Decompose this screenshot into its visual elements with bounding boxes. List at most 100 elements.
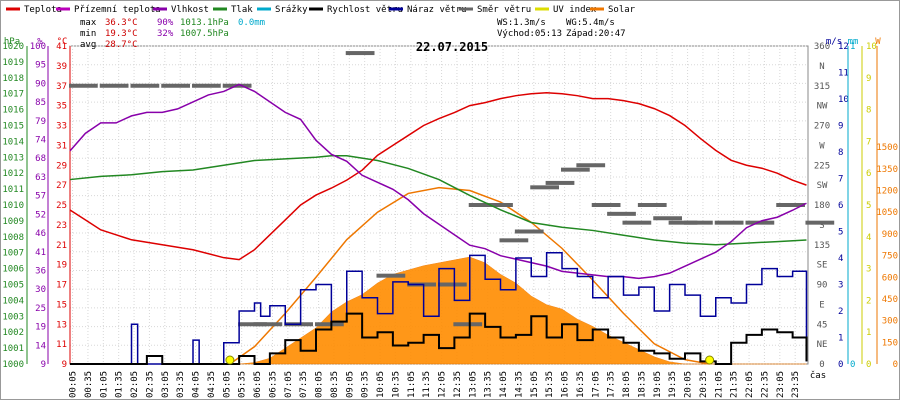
- wind-dir-mark: [315, 322, 344, 327]
- axis-ms-tick: 10: [838, 95, 849, 105]
- axis-pct-tick: 41: [35, 248, 46, 258]
- axis-dir-tick: 45: [817, 320, 828, 330]
- axis-ms-tick: 7: [838, 175, 843, 185]
- x-tick-label: 07:05: [284, 371, 294, 398]
- stat-max-hum: 90%: [157, 18, 174, 28]
- axis-hpa-tick: 1009: [2, 217, 24, 227]
- axis-uv-tick: 6: [866, 169, 871, 179]
- axis-temp-tick: 15: [56, 300, 67, 310]
- axis-temp-tick: 37: [56, 82, 67, 92]
- x-tick-label: 01:05: [99, 371, 109, 398]
- x-tick-label: 00:35: [84, 371, 94, 398]
- axis-pct-tick: 36: [35, 266, 46, 276]
- axis-mm-tick: 0: [850, 360, 855, 370]
- wind-dir-mark: [514, 229, 544, 234]
- legend-label-press: Tlak: [231, 5, 253, 15]
- stat-max-label: max: [80, 18, 97, 28]
- stat-max-rain: 0.0mm: [238, 18, 265, 28]
- stat-wg: WG:5.4m/s: [566, 18, 615, 28]
- legend-label-feels: Přízemní teplota: [74, 5, 161, 15]
- x-tick-label: 04:35: [207, 371, 217, 398]
- axis-uv-tick: 7: [866, 137, 871, 147]
- uv-marker: [705, 355, 715, 365]
- stat-max-temp: 36.3°C: [105, 18, 138, 28]
- axis-hpa-tick: 1013: [2, 153, 24, 163]
- axis-pct-tick: 30: [35, 285, 46, 295]
- axis-w-tick: 450: [882, 295, 898, 305]
- axis-w-tick: 750: [882, 252, 898, 262]
- axis-hpa-tick: 1015: [2, 122, 24, 132]
- x-tick-label: 01:35: [115, 371, 125, 398]
- axis-temp-tick: 39: [56, 62, 67, 72]
- x-tick-label: 15:35: [545, 371, 555, 398]
- axis-hpa-tick: 1011: [2, 185, 24, 195]
- axis-dir-tick: 0: [819, 360, 824, 370]
- axis-temp-tick: 23: [56, 221, 67, 231]
- legend-label-temp: Teplota: [24, 5, 62, 15]
- axis-hpa-unit: hPa: [4, 37, 20, 47]
- stat-ws: WS:1.3m/s: [497, 18, 546, 28]
- axis-mm-tick: 1: [850, 42, 855, 52]
- wind-gust-line: [70, 251, 808, 365]
- axis-uv-tick: 5: [866, 201, 871, 211]
- axis-temp-tick: 9: [62, 360, 67, 370]
- x-tick-label: 05:35: [238, 371, 248, 398]
- axis-hpa-tick: 1020: [2, 42, 24, 52]
- axis-ms-tick: 5: [838, 228, 843, 238]
- wind-dir-mark: [484, 203, 513, 207]
- axis-pct-tick: 14: [35, 341, 46, 351]
- wind-dir-mark: [499, 238, 529, 243]
- axis-hpa-tick: 1018: [2, 74, 24, 84]
- wind-dir-mark: [468, 203, 498, 207]
- axis-hpa-tick: 1016: [2, 106, 24, 116]
- axis-temp-tick: 31: [56, 141, 67, 151]
- wind-dir-mark: [530, 185, 559, 190]
- wind-dir-mark: [130, 83, 160, 88]
- axis-temp-tick: 25: [56, 201, 67, 211]
- x-tick-label: 18:05: [622, 371, 632, 398]
- stat-max-press: 1013.1hPa: [180, 18, 229, 28]
- axis-pct-tick: 74: [35, 136, 46, 146]
- wind-dir-mark: [684, 220, 713, 225]
- x-tick-label: 16:05: [561, 371, 571, 398]
- wind-dir-mark: [561, 167, 590, 172]
- axis-hpa-tick: 1002: [2, 328, 24, 338]
- wind-dir-mark: [238, 322, 267, 327]
- axis-hpa-tick: 1019: [2, 58, 24, 68]
- x-tick-label: 09:35: [361, 371, 371, 398]
- axis-pct-tick: 90: [35, 79, 46, 89]
- axis-temp-tick: 41: [56, 42, 67, 52]
- axis-dir-tick: 90: [817, 281, 828, 291]
- axis-dir-tick: SE: [817, 261, 828, 271]
- axis-uv-tick: 9: [866, 74, 871, 84]
- humidity-line: [69, 83, 807, 280]
- x-tick-label: 08:35: [330, 371, 340, 398]
- x-tick-label: 02:05: [130, 371, 140, 398]
- chart-title: 22.07.2015: [416, 40, 488, 54]
- axis-temp-tick: 33: [56, 122, 67, 132]
- wind-dir-mark: [622, 220, 652, 225]
- axis-pct-tick: 100: [30, 42, 46, 52]
- axis-pct-tick: 63: [35, 173, 46, 183]
- axis-hpa-tick: 1014: [2, 137, 24, 147]
- axis-w-tick: 0: [893, 360, 898, 370]
- axis-pct-tick: 25: [35, 304, 46, 314]
- axis-temp-tick: 35: [56, 102, 67, 112]
- axis-dir-tick: W: [819, 141, 825, 151]
- axis-ms-unit: m/s: [826, 37, 842, 47]
- x-tick-label: 09:05: [345, 371, 355, 398]
- x-tick-label: 23:35: [791, 371, 801, 398]
- axis-w-tick: 1200: [876, 187, 898, 197]
- x-tick-label: 04:05: [192, 371, 202, 398]
- axis-uv-tick: 1: [866, 328, 871, 338]
- axis-uv-tick: 8: [866, 106, 871, 116]
- x-tick-label: 11:35: [422, 371, 432, 398]
- x-tick-label: 06:35: [268, 371, 278, 398]
- x-tick-label: 12:35: [453, 371, 463, 398]
- axis-dir-tick: 360: [814, 42, 830, 52]
- legend-label-uv: UV index: [553, 5, 597, 15]
- axis-temp-tick: 19: [56, 261, 67, 271]
- wind-dir-mark: [453, 322, 483, 327]
- axis-temp-tick: 21: [56, 241, 67, 251]
- axis-w-unit: W: [875, 37, 881, 47]
